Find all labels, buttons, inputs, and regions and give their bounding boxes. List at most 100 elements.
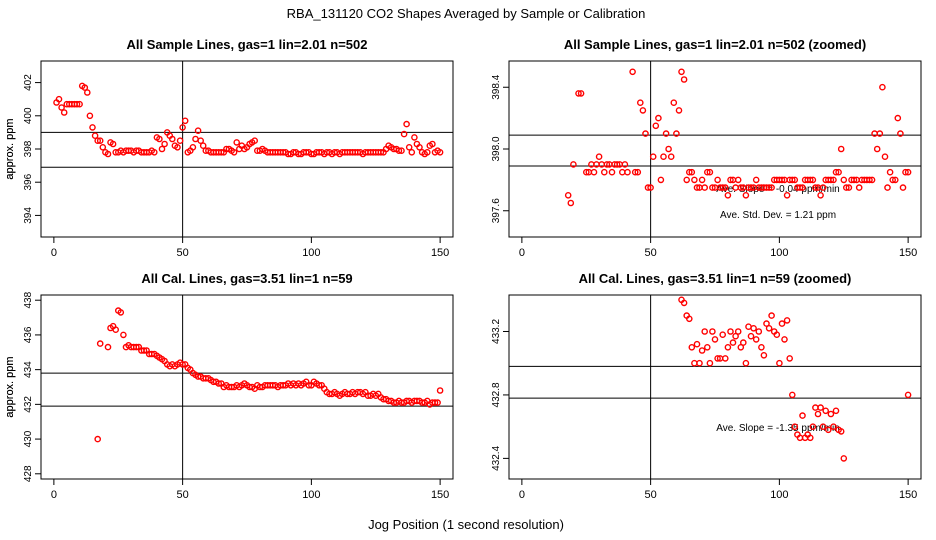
data-point <box>96 340 104 347</box>
data-point <box>429 140 436 148</box>
x-tick-label: 150 <box>431 489 449 501</box>
data-point <box>799 412 806 419</box>
data-point <box>405 143 413 151</box>
data-point <box>158 145 166 153</box>
data-point <box>747 184 755 191</box>
data-point <box>179 124 186 131</box>
data-point <box>634 168 642 176</box>
data-point <box>747 332 755 340</box>
data-point <box>590 168 598 176</box>
data-point <box>680 299 688 307</box>
data-points <box>94 307 444 443</box>
data-point <box>168 135 176 143</box>
data-point <box>807 176 814 184</box>
x-tick-label: 0 <box>519 247 525 259</box>
data-point <box>778 320 786 327</box>
data-point <box>644 184 652 191</box>
chart-title: All Cal. Lines, gas=3.51 lin=1 n=59 (zoo… <box>579 271 852 286</box>
y-tick-label: 428 <box>23 465 34 482</box>
data-point <box>655 114 662 122</box>
data-point <box>665 145 672 153</box>
y-axis-label: approx. ppm <box>4 356 16 417</box>
data-point <box>150 148 158 156</box>
data-point <box>868 176 876 184</box>
data-points <box>564 68 912 207</box>
y-tick-label: 400 <box>23 107 34 124</box>
data-point <box>704 343 711 351</box>
data-point <box>120 331 127 339</box>
data-point <box>696 359 703 367</box>
data-point <box>104 150 112 158</box>
data-point <box>89 124 96 131</box>
data-point <box>701 328 709 335</box>
data-point <box>377 148 385 156</box>
data-point <box>156 135 163 143</box>
data-point <box>902 168 909 176</box>
y-tick-label: 436 <box>23 326 34 343</box>
data-point <box>60 109 68 116</box>
data-point <box>704 168 711 176</box>
data-point <box>892 176 899 184</box>
x-tick-label: 150 <box>431 247 449 259</box>
data-point <box>99 143 107 151</box>
data-point <box>564 191 572 199</box>
data-point <box>832 168 840 176</box>
data-point <box>629 68 636 76</box>
data-point <box>825 426 832 434</box>
data-point <box>706 359 714 367</box>
reference-lines <box>41 295 453 479</box>
x-tick-label: 50 <box>177 489 189 501</box>
data-point <box>758 343 765 351</box>
data-point <box>408 148 416 156</box>
data-point <box>809 176 817 184</box>
y-tick-label: 398 <box>23 140 34 157</box>
data-point <box>714 355 721 362</box>
data-point <box>750 324 757 332</box>
data-point <box>727 328 734 335</box>
data-point <box>881 153 889 160</box>
chart-title: All Cal. Lines, gas=3.51 lin=1 n=59 <box>141 271 352 286</box>
data-point <box>722 184 729 191</box>
chart-panel-1: All Sample Lines, gas=1 lin=2.01 n=502 ap… <box>4 37 454 259</box>
data-point <box>179 361 186 368</box>
data-point <box>660 153 667 160</box>
reference-lines <box>509 295 921 479</box>
data-point <box>873 145 881 153</box>
y-tick-label: 396 <box>23 173 34 190</box>
data-point <box>197 137 204 144</box>
data-point <box>904 391 912 399</box>
data-point <box>434 399 441 406</box>
y-tick-label: 434 <box>23 361 34 378</box>
data-point <box>830 423 837 431</box>
data-point <box>675 107 683 114</box>
y-tick-label: 398.0 <box>491 136 502 161</box>
data-point <box>631 168 639 176</box>
data-point <box>709 184 716 191</box>
data-point <box>807 434 814 442</box>
data-point <box>567 199 575 207</box>
data-point <box>773 331 781 339</box>
data-point <box>649 153 657 160</box>
y-tick-label: 430 <box>23 430 34 447</box>
data-point <box>706 168 714 176</box>
data-point <box>431 399 439 406</box>
data-point <box>837 145 845 153</box>
data-point <box>732 332 739 340</box>
x-tick-label: 50 <box>645 489 657 501</box>
chart-panel-4: All Cal. Lines, gas=3.51 lin=1 n=59 (zoo… <box>4 271 922 501</box>
data-point <box>817 191 824 199</box>
data-point <box>595 153 603 160</box>
data-point <box>680 76 688 83</box>
data-point <box>112 326 119 334</box>
data-point <box>194 127 202 134</box>
y-tick-label: 433.2 <box>491 319 502 344</box>
data-point <box>693 184 701 191</box>
data-point <box>719 184 727 191</box>
data-point <box>84 89 91 96</box>
x-tick-label: 50 <box>645 247 657 259</box>
chart-annotation: Ave. Slope = -0.04 ppm/min <box>716 184 840 195</box>
y-tick-label: 402 <box>23 74 34 91</box>
data-point <box>752 336 760 343</box>
